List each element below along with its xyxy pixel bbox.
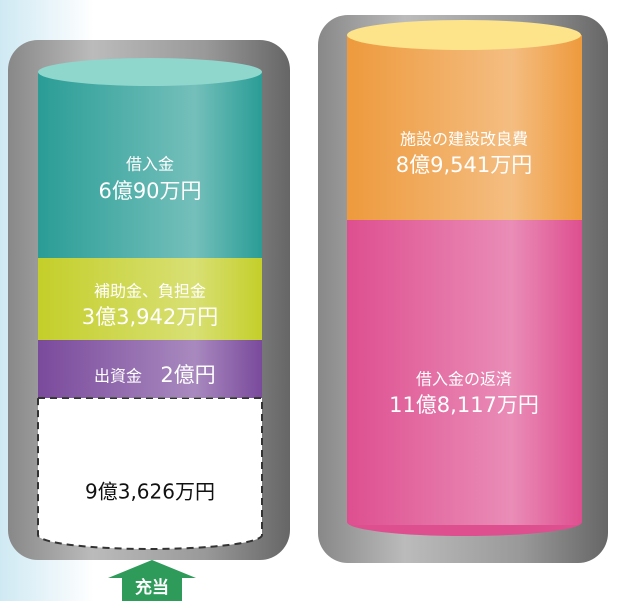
sheen bbox=[347, 35, 582, 525]
label: 施設の建設改良費 bbox=[400, 130, 528, 149]
page: 借入金 6億90万円 補助金、負担金 3億3,942万円 出資金 2億円 9億3… bbox=[0, 0, 627, 601]
amount: 3億3,942万円 bbox=[82, 305, 218, 329]
sheen bbox=[38, 72, 262, 398]
amount: 8億9,541万円 bbox=[396, 153, 532, 177]
amount: 2億円 bbox=[160, 363, 215, 387]
label: 補助金、負担金 bbox=[94, 282, 206, 301]
diagram: 借入金 6億90万円 補助金、負担金 3億3,942万円 出資金 2億円 9億3… bbox=[0, 0, 627, 601]
label: 借入金 bbox=[126, 155, 174, 174]
arrow-label: 充当 bbox=[135, 577, 169, 598]
segment-funded bbox=[38, 398, 262, 549]
top bbox=[347, 20, 581, 50]
label: 借入金の返済 bbox=[416, 370, 512, 389]
amount: 9億3,626万円 bbox=[85, 480, 215, 504]
amount: 6億90万円 bbox=[98, 179, 201, 203]
label: 出資金 bbox=[94, 367, 142, 386]
top bbox=[38, 58, 262, 86]
amount: 11億8,117万円 bbox=[389, 393, 539, 417]
